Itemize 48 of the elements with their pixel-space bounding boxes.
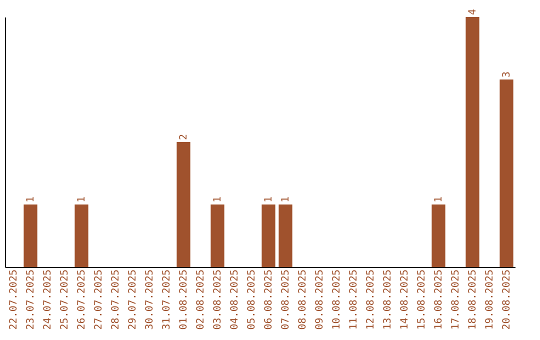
x-tick-label: 23.07.2025: [26, 270, 36, 330]
x-tick-label: 26.07.2025: [76, 270, 88, 330]
data-label: 2: [178, 134, 190, 140]
data-label: 1: [76, 196, 88, 202]
x-tick-label: 22.07.2025: [8, 270, 20, 330]
x-tick-label: 13.08.2025: [382, 270, 394, 330]
x-tick-label: 04.08.2025: [230, 270, 240, 330]
bar: [278, 204, 292, 267]
data-label: 1: [434, 196, 444, 202]
data-label: 1: [280, 196, 292, 202]
data-label: 1: [26, 196, 36, 202]
bar: [74, 204, 88, 267]
data-label: 4: [468, 8, 478, 15]
x-tick-label: 11.08.2025: [348, 270, 360, 330]
x-tick-label: 16.08.2025: [434, 270, 444, 330]
bar: [262, 204, 276, 267]
x-tick-label: 02.08.2025: [196, 270, 206, 330]
bar: [210, 204, 224, 267]
x-tick-label: 01.08.2025: [178, 270, 190, 330]
x-tick-label: 29.07.2025: [128, 270, 138, 330]
x-tick-label: 03.08.2025: [212, 270, 224, 330]
bar: [432, 204, 446, 267]
x-tick-label: 10.08.2025: [332, 270, 342, 330]
x-tick-label: 31.07.2025: [162, 270, 172, 330]
x-tick-label: 27.07.2025: [94, 270, 104, 330]
bar: [500, 80, 514, 267]
bar: [176, 142, 190, 267]
data-label: 3: [502, 71, 512, 78]
x-tick-label: 05.08.2025: [246, 270, 258, 330]
x-tick-label: 20.08.2025: [502, 270, 512, 330]
x-tick-label: 24.07.2025: [42, 270, 54, 330]
x-tick-label: 30.07.2025: [144, 270, 156, 330]
x-tick-label: 12.08.2025: [366, 270, 376, 330]
x-tick-label: 07.08.2025: [280, 270, 292, 330]
x-tick-label: 06.08.2025: [264, 270, 274, 330]
x-tick-label: 25.07.2025: [60, 270, 70, 330]
x-tick-label: 09.08.2025: [314, 270, 326, 330]
x-tick-label: 28.07.2025: [110, 270, 122, 330]
data-label: 1: [212, 196, 224, 202]
x-tick-label: 19.08.2025: [484, 270, 496, 330]
x-tick-label: 18.08.2025: [468, 270, 478, 330]
data-label: 1: [264, 196, 274, 202]
bar: [466, 17, 480, 267]
x-tick-label: 14.08.2025: [400, 270, 410, 330]
x-tick-label: 08.08.2025: [298, 270, 308, 330]
bar: [24, 204, 38, 267]
x-tick-label: 17.08.2025: [450, 270, 462, 330]
x-tick-label: 15.08.2025: [416, 270, 428, 330]
